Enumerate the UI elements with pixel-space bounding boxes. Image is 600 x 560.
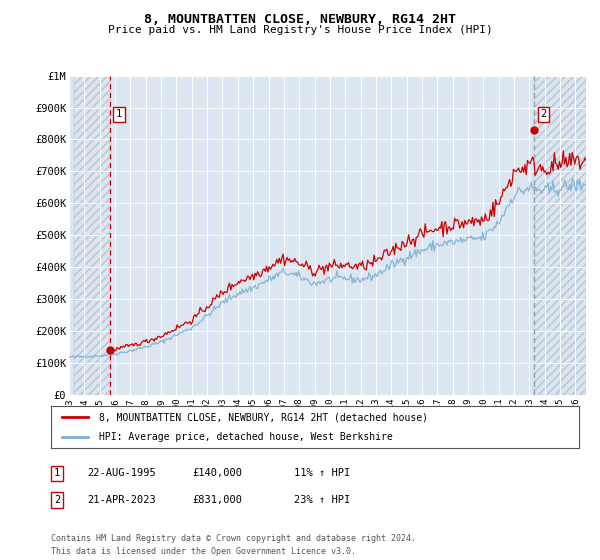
Text: Price paid vs. HM Land Registry's House Price Index (HPI): Price paid vs. HM Land Registry's House … bbox=[107, 25, 493, 35]
Text: 8, MOUNTBATTEN CLOSE, NEWBURY, RG14 2HT (detached house): 8, MOUNTBATTEN CLOSE, NEWBURY, RG14 2HT … bbox=[98, 412, 428, 422]
Text: 2: 2 bbox=[54, 495, 60, 505]
Text: HPI: Average price, detached house, West Berkshire: HPI: Average price, detached house, West… bbox=[98, 432, 392, 442]
Text: £140,000: £140,000 bbox=[192, 468, 242, 478]
Text: Contains HM Land Registry data © Crown copyright and database right 2024.
This d: Contains HM Land Registry data © Crown c… bbox=[51, 534, 416, 556]
Text: 2: 2 bbox=[540, 109, 547, 119]
Text: 1: 1 bbox=[116, 109, 122, 119]
Text: 22-AUG-1995: 22-AUG-1995 bbox=[87, 468, 156, 478]
Bar bbox=[534, 76, 586, 395]
Text: 21-APR-2023: 21-APR-2023 bbox=[87, 495, 156, 505]
Text: 8, MOUNTBATTEN CLOSE, NEWBURY, RG14 2HT: 8, MOUNTBATTEN CLOSE, NEWBURY, RG14 2HT bbox=[144, 13, 456, 26]
Text: £831,000: £831,000 bbox=[192, 495, 242, 505]
Text: 1: 1 bbox=[54, 468, 60, 478]
Text: 11% ↑ HPI: 11% ↑ HPI bbox=[294, 468, 350, 478]
Text: 23% ↑ HPI: 23% ↑ HPI bbox=[294, 495, 350, 505]
Bar bbox=[74, 76, 110, 395]
